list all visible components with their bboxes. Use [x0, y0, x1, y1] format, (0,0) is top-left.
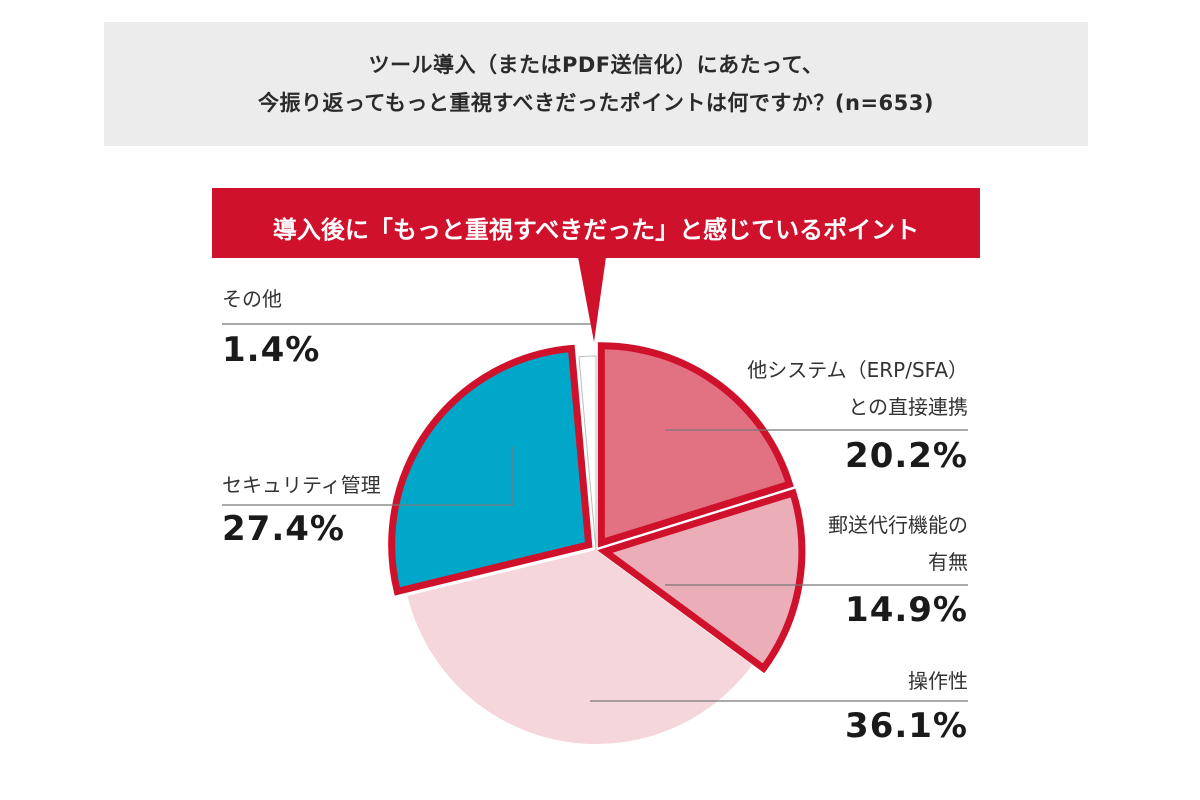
banner-text: 導入後に「もっと重視すべきだった」と感じているポイント	[273, 216, 919, 244]
value-security: 27.4%	[222, 509, 345, 549]
question-line-2: 今振り返ってもっと重視すべきだったポイントは何ですか？(n=653)	[257, 91, 934, 115]
value-ops: 36.1%	[845, 706, 968, 746]
leader-lines	[222, 323, 968, 702]
value-erp: 20.2%	[845, 436, 968, 476]
slice-mail	[597, 488, 806, 674]
pie-slices	[388, 342, 806, 744]
label-other: その他	[222, 287, 282, 311]
slice-ops	[407, 550, 753, 744]
banner-bg	[212, 188, 980, 258]
banner: 導入後に「もっと重視すべきだった」と感じているポイント	[212, 188, 980, 342]
question-box: ツール導入（またはPDF送信化）にあたって、 今振り返ってもっと重視すべきだった…	[104, 22, 1088, 146]
label-erp-line1: 他システム（ERP/SFA）	[747, 358, 968, 382]
slice-security	[388, 344, 593, 596]
label-mail-line1: 郵送代行機能の	[828, 513, 968, 537]
label-ops: 操作性	[908, 669, 968, 693]
slice-other	[578, 355, 597, 551]
value-mail: 14.9%	[845, 590, 968, 630]
label-mail-line2: 有無	[928, 550, 968, 574]
question-line-1: ツール導入（またはPDF送信化）にあたって、	[368, 53, 824, 77]
label-erp-line2: との直接連携	[848, 395, 968, 419]
value-other: 1.4%	[222, 330, 321, 370]
leader-line-security	[222, 447, 514, 506]
slice-erp	[597, 342, 794, 548]
banner-pointer	[578, 257, 606, 342]
label-security: セキュリティ管理	[222, 473, 381, 497]
